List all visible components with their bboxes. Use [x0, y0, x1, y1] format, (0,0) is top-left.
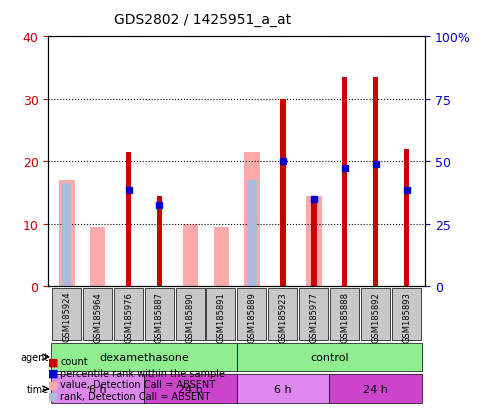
FancyBboxPatch shape	[299, 288, 328, 340]
Text: ■: ■	[48, 391, 59, 401]
FancyBboxPatch shape	[52, 288, 81, 340]
Text: GSM185889: GSM185889	[248, 291, 256, 342]
Text: rank, Detection Call = ABSENT: rank, Detection Call = ABSENT	[60, 391, 211, 401]
Bar	[280, 162, 285, 287]
Text: percentile rank within the sample: percentile rank within the sample	[60, 368, 226, 378]
Text: GDS2802 / 1425951_a_at: GDS2802 / 1425951_a_at	[114, 13, 291, 27]
Bar	[213, 228, 229, 287]
Text: value, Detection Call = ABSENT: value, Detection Call = ABSENT	[60, 380, 215, 389]
Text: 6 h: 6 h	[274, 384, 292, 394]
Text: GSM185887: GSM185887	[155, 291, 164, 342]
Text: count: count	[60, 356, 88, 366]
Bar	[247, 180, 257, 287]
FancyBboxPatch shape	[175, 288, 205, 340]
Bar	[244, 152, 260, 287]
Text: GSM185893: GSM185893	[402, 291, 411, 342]
Bar	[373, 78, 378, 287]
Text: GSM185977: GSM185977	[310, 291, 318, 342]
FancyBboxPatch shape	[206, 288, 235, 340]
Bar	[157, 206, 162, 287]
Text: GSM185888: GSM185888	[340, 291, 349, 342]
Bar	[51, 375, 144, 403]
Text: control: control	[310, 352, 349, 362]
Bar	[342, 168, 347, 287]
Text: 6 h: 6 h	[89, 384, 107, 394]
FancyBboxPatch shape	[330, 288, 359, 340]
Text: GSM185892: GSM185892	[371, 291, 380, 342]
Text: 24 h: 24 h	[178, 384, 203, 394]
Bar	[404, 150, 409, 287]
Text: GSM185890: GSM185890	[186, 291, 195, 342]
Bar	[342, 78, 347, 287]
FancyBboxPatch shape	[114, 288, 143, 340]
Bar	[59, 180, 74, 287]
FancyBboxPatch shape	[144, 288, 174, 340]
Bar	[126, 152, 131, 287]
Text: GSM185891: GSM185891	[217, 291, 226, 342]
Text: 24 h: 24 h	[363, 384, 388, 394]
Bar	[329, 375, 422, 403]
Bar	[183, 224, 198, 287]
Text: ■: ■	[48, 356, 59, 366]
Text: dexamethasone: dexamethasone	[99, 352, 189, 362]
Bar	[90, 228, 105, 287]
FancyBboxPatch shape	[361, 288, 390, 340]
Text: GSM185964: GSM185964	[93, 291, 102, 342]
Text: agent: agent	[21, 352, 49, 362]
FancyBboxPatch shape	[268, 288, 297, 340]
Bar	[373, 165, 378, 287]
Bar	[237, 343, 422, 371]
Bar	[126, 190, 131, 287]
Text: ■: ■	[48, 380, 59, 389]
Text: GSM185923: GSM185923	[279, 291, 287, 342]
Text: GSM185924: GSM185924	[62, 291, 71, 342]
FancyBboxPatch shape	[237, 288, 266, 340]
FancyBboxPatch shape	[392, 288, 421, 340]
Text: GSM185976: GSM185976	[124, 291, 133, 342]
Bar	[306, 196, 322, 287]
Bar	[157, 196, 162, 287]
Bar	[237, 375, 329, 403]
Bar	[280, 100, 285, 287]
Bar	[62, 184, 71, 287]
Bar	[311, 199, 316, 287]
FancyBboxPatch shape	[83, 288, 112, 340]
Text: ■: ■	[48, 368, 59, 378]
Bar	[51, 343, 237, 371]
Bar	[404, 190, 409, 287]
Bar	[144, 375, 237, 403]
Text: time: time	[27, 384, 49, 394]
